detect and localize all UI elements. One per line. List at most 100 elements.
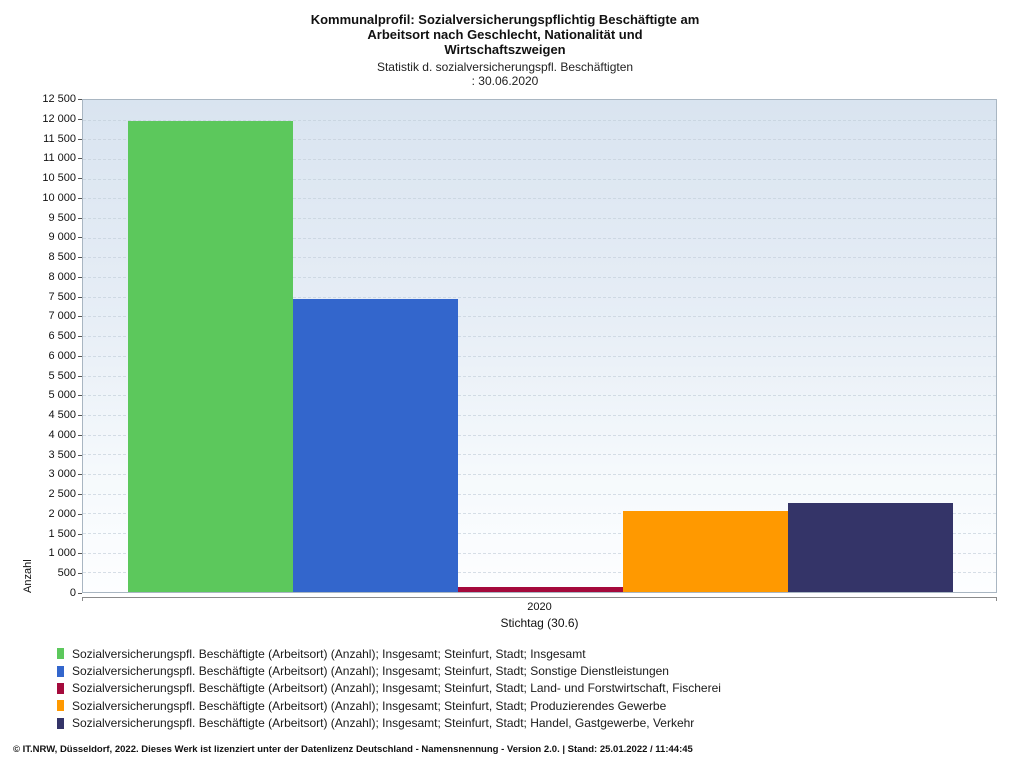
legend-color-swatch [57,665,64,677]
bar-land-und-forstwirtschaft-fischerei [458,587,623,592]
gridline [83,532,996,534]
x-axis-line [82,597,997,598]
gridline [83,473,996,475]
y-tick-label: 3 500 [48,448,76,461]
y-tick-mark [78,118,82,120]
y-tick-mark [78,197,82,199]
gridline [83,414,996,416]
gridline [83,395,996,397]
chart-subtitle-line-2: : 30.06.2020 [471,74,539,88]
y-tick-mark [78,296,82,298]
y-tick-label: 500 [57,567,76,580]
legend-label: Sozialversicherungspfl. Beschäftigte (Ar… [72,646,586,661]
y-tick-mark [78,237,82,239]
y-tick-label: 3 000 [48,468,76,481]
y-tick-label: 10 000 [42,191,76,204]
y-tick-label: 12 000 [42,112,76,125]
gridline [83,139,996,141]
y-tick-label: 1 000 [48,547,76,560]
y-tick-label: 5 000 [48,389,76,402]
y-tick-mark [78,276,82,278]
y-tick-label: 11 500 [43,132,76,145]
gridline [83,552,996,554]
gridline [83,159,996,161]
gridline [83,454,996,456]
x-axis-endtick-left [82,597,83,601]
y-tick-mark [78,217,82,219]
gridline [83,572,996,574]
plot-area [82,99,997,593]
y-tick-mark [78,454,82,456]
chart-subtitle: Statistik d. sozialversicherungspfl. Bes… [0,60,1010,88]
legend-item-sonstige-dienstleistungen: Sozialversicherungspfl. Beschäftigte (Ar… [57,662,721,679]
legend: Sozialversicherungspfl. Beschäftigte (Ar… [57,645,721,732]
bar-insgesamt [128,121,293,592]
legend-label: Sozialversicherungspfl. Beschäftigte (Ar… [72,681,721,696]
legend-color-swatch [57,700,64,712]
y-tick-label: 6 000 [48,349,76,362]
y-tick-label: 4 500 [48,409,76,422]
y-tick-label: 9 000 [48,231,76,244]
legend-label: Sozialversicherungspfl. Beschäftigte (Ar… [72,664,669,679]
y-tick-mark [78,573,82,575]
y-tick-mark [78,257,82,259]
y-tick-mark [78,533,82,535]
y-tick-label: 1 500 [48,527,76,540]
gridline [83,198,996,200]
y-tick-mark [78,494,82,496]
legend-item-handel-gastgewerbe-verkehr: Sozialversicherungspfl. Beschäftigte (Ar… [57,715,721,732]
y-tick-mark [78,138,82,140]
y-tick-label: 4 000 [48,428,76,441]
gridline [83,218,996,220]
legend-color-swatch [57,648,64,660]
gridline [83,316,996,318]
gridline [83,513,996,515]
y-tick-mark [78,158,82,160]
legend-item-insgesamt: Sozialversicherungspfl. Beschäftigte (Ar… [57,645,721,662]
y-tick-label: 7 500 [48,290,76,303]
chart-title-line-1: Kommunalprofil: Sozialversicherungspflic… [310,12,700,27]
gridline [83,375,996,377]
legend-color-swatch [57,717,64,729]
chart-subtitle-line-1: Statistik d. sozialversicherungspfl. Bes… [376,60,634,74]
y-tick-mark [78,415,82,417]
y-tick-label: 8 000 [48,270,76,283]
y-tick-mark [78,375,82,377]
x-tick-label-2020: 2020 [527,601,552,613]
gridline [83,493,996,495]
chart-title-line-3: Wirtschaftszweigen [444,42,566,57]
legend-label: Sozialversicherungspfl. Beschäftigte (Ar… [72,716,695,731]
legend-item-land-und-forstwirtschaft-fischerei: Sozialversicherungspfl. Beschäftigte (Ar… [57,680,721,697]
y-tick-mark [78,316,82,318]
y-tick-mark [78,474,82,476]
y-tick-label: 7 000 [48,310,76,323]
gridline [83,257,996,259]
y-tick-mark [78,336,82,338]
gridline [83,336,996,338]
y-tick-label: 10 500 [42,172,76,185]
legend-label: Sozialversicherungspfl. Beschäftigte (Ar… [72,698,667,713]
gridline [83,355,996,357]
footer-copyright: © IT.NRW, Düsseldorf, 2022. Dieses Werk … [13,744,693,755]
gridline [83,237,996,239]
y-tick-label: 2 000 [48,507,76,520]
y-tick-label: 8 500 [48,251,76,264]
x-axis-endtick-right [996,597,997,601]
chart-title: Kommunalprofil: Sozialversicherungspflic… [0,12,1010,57]
y-tick-label: 0 [69,587,76,599]
x-axis-title: Stichtag (30.6) [500,616,579,630]
gridline [83,296,996,298]
y-tick-label: 11 000 [43,152,76,165]
y-tick-mark [78,395,82,397]
chart-title-line-2: Arbeitsort nach Geschlecht, Nationalität… [367,27,643,42]
bar-sonstige-dienstleistungen [293,299,458,592]
gridline [83,119,996,121]
y-tick-mark [78,593,82,594]
y-tick-label: 12 500 [42,93,76,105]
y-tick-mark [78,99,82,100]
y-tick-mark [78,355,82,357]
y-tick-mark [78,178,82,180]
y-tick-label: 9 500 [48,211,76,224]
legend-item-produzierendes-gewerbe: Sozialversicherungspfl. Beschäftigte (Ar… [57,697,721,714]
